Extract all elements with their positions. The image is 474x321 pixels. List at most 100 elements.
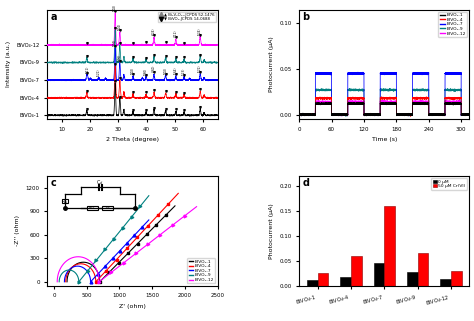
Text: (624): (624) xyxy=(198,28,202,35)
Text: (424): (424) xyxy=(152,28,156,35)
BiVO₄-12 xyxy=(464,113,470,117)
BiVO₄-9 xyxy=(89,264,95,268)
Text: d: d xyxy=(302,178,310,188)
Legend: 0 μM, 50 μM Cr(VI): 0 μM, 50 μM Cr(VI) xyxy=(431,178,467,190)
BiVO₄-1 xyxy=(100,277,106,281)
BiVO₄-4 xyxy=(444,96,450,100)
BiVO₄-12 xyxy=(189,209,194,213)
Text: (060): (060) xyxy=(144,68,148,75)
BiVO₄-7 xyxy=(449,72,455,76)
Text: (164): (164) xyxy=(174,66,178,74)
X-axis label: 2 Theta (degree): 2 Theta (degree) xyxy=(106,137,159,143)
Line: BiVO₄-12: BiVO₄-12 xyxy=(299,100,469,116)
Text: (002): (002) xyxy=(113,4,117,11)
BiVO₄-7 xyxy=(141,223,146,227)
Line: BiVO₄-1: BiVO₄-1 xyxy=(98,204,176,283)
BiVO₄-9 xyxy=(140,201,146,205)
Legend: BiVO₄-1, BiVO₄-4, BiVO₄-7, BiVO₄-9, BiVO₄-12: BiVO₄-1, BiVO₄-4, BiVO₄-7, BiVO₄-9, BiVO… xyxy=(438,12,467,37)
BiVO₄-7 xyxy=(91,276,97,280)
BiVO₄-9 xyxy=(373,113,379,117)
BiVO₄-4 xyxy=(296,112,302,116)
BiVO₄-1 xyxy=(422,100,428,104)
BiVO₄-12 xyxy=(419,99,424,102)
BiVO₄-12 xyxy=(444,100,450,104)
Line: BiVO₄-9: BiVO₄-9 xyxy=(299,89,469,116)
BiVO₄-4 xyxy=(466,113,472,117)
BiVO₄-4 xyxy=(93,280,99,284)
BiVO₄-1 xyxy=(168,208,174,212)
BiVO₄-9 xyxy=(387,87,392,91)
BiVO₄-12 xyxy=(339,114,345,118)
BiVO₄-7 xyxy=(464,113,470,117)
BiVO₄-4 xyxy=(378,95,384,99)
Line: BiVO₄-4: BiVO₄-4 xyxy=(299,97,469,117)
Bar xyxy=(307,280,318,286)
BiVO₄-7 xyxy=(405,113,410,117)
BiVO₄-7 xyxy=(99,268,104,272)
Text: (712): (712) xyxy=(174,30,178,37)
Legend: BiVO₄-1, BiVO₄-4, BiVO₄-7, BiVO₄-9, BiVO₄-12: BiVO₄-1, BiVO₄-4, BiVO₄-7, BiVO₄-9, BiVO… xyxy=(187,258,215,283)
Text: c: c xyxy=(51,178,56,188)
BiVO₄-4 xyxy=(466,112,472,116)
Text: a: a xyxy=(51,12,57,22)
Text: (004): (004) xyxy=(118,23,122,30)
BiVO₄-12 xyxy=(100,277,106,281)
BiVO₄-7 xyxy=(466,113,472,117)
BiVO₄-9 xyxy=(466,113,472,117)
BiVO₄-9 xyxy=(296,112,302,116)
BiVO₄-12 xyxy=(114,266,120,270)
BiVO₄-1 xyxy=(466,112,472,116)
BiVO₄-4 xyxy=(449,97,455,101)
Bar xyxy=(418,253,428,286)
Text: (002): (002) xyxy=(164,66,168,74)
BiVO₄-1 xyxy=(97,280,102,284)
Bar xyxy=(340,277,351,286)
BiVO₄-7 xyxy=(88,280,93,284)
Bar xyxy=(407,272,418,286)
BiVO₄-4 xyxy=(108,264,114,267)
BiVO₄-9 xyxy=(405,113,410,117)
BiVO₄-9 xyxy=(343,114,348,118)
BiVO₄-9 xyxy=(466,112,472,116)
BiVO₄-4 xyxy=(171,196,177,200)
BiVO₄-4 xyxy=(115,256,120,260)
BiVO₄-9 xyxy=(79,276,84,280)
BiVO₄-12 xyxy=(194,205,200,209)
BiVO₄-1 xyxy=(373,113,378,117)
BiVO₄-12 xyxy=(96,280,102,284)
BiVO₄-7 xyxy=(355,70,361,74)
BiVO₄-12 xyxy=(405,113,410,117)
Bar xyxy=(318,273,328,286)
BiVO₄-1 xyxy=(444,102,450,106)
Text: b: b xyxy=(302,12,310,22)
Text: (260): (260) xyxy=(152,65,156,73)
Y-axis label: Photocurrent (μA): Photocurrent (μA) xyxy=(269,37,273,92)
BiVO₄-4 xyxy=(464,113,470,117)
Line: BiVO₄-9: BiVO₄-9 xyxy=(77,194,150,283)
BiVO₄-7 xyxy=(143,221,149,225)
BiVO₄-7 xyxy=(90,277,96,281)
BiVO₄-4 xyxy=(96,276,102,280)
BiVO₄-9 xyxy=(449,88,455,91)
BiVO₄-1 xyxy=(117,260,123,264)
Bar xyxy=(374,263,384,286)
Line: BiVO₄-7: BiVO₄-7 xyxy=(299,72,469,116)
BiVO₄-1 xyxy=(405,112,410,116)
BiVO₄-12 xyxy=(449,100,455,104)
Text: (002): (002) xyxy=(131,67,135,74)
BiVO₄-9 xyxy=(95,257,100,261)
BiVO₄-9 xyxy=(143,198,148,202)
BiVO₄-4 xyxy=(168,199,174,203)
BiVO₄-1 xyxy=(449,102,455,106)
Bar xyxy=(440,279,451,286)
Y-axis label: -Z'' (ohm): -Z'' (ohm) xyxy=(15,215,20,247)
BiVO₄-9 xyxy=(464,113,470,117)
BiVO₄-12 xyxy=(102,275,108,279)
Text: (121): (121) xyxy=(97,68,100,76)
X-axis label: Z' (ohm): Z' (ohm) xyxy=(119,304,146,309)
BiVO₄-9 xyxy=(80,275,86,279)
BiVO₄-12 xyxy=(122,260,128,264)
BiVO₄-9 xyxy=(146,194,152,198)
BiVO₄-1 xyxy=(466,113,472,117)
Y-axis label: Photocurrent (μA): Photocurrent (μA) xyxy=(269,203,273,259)
